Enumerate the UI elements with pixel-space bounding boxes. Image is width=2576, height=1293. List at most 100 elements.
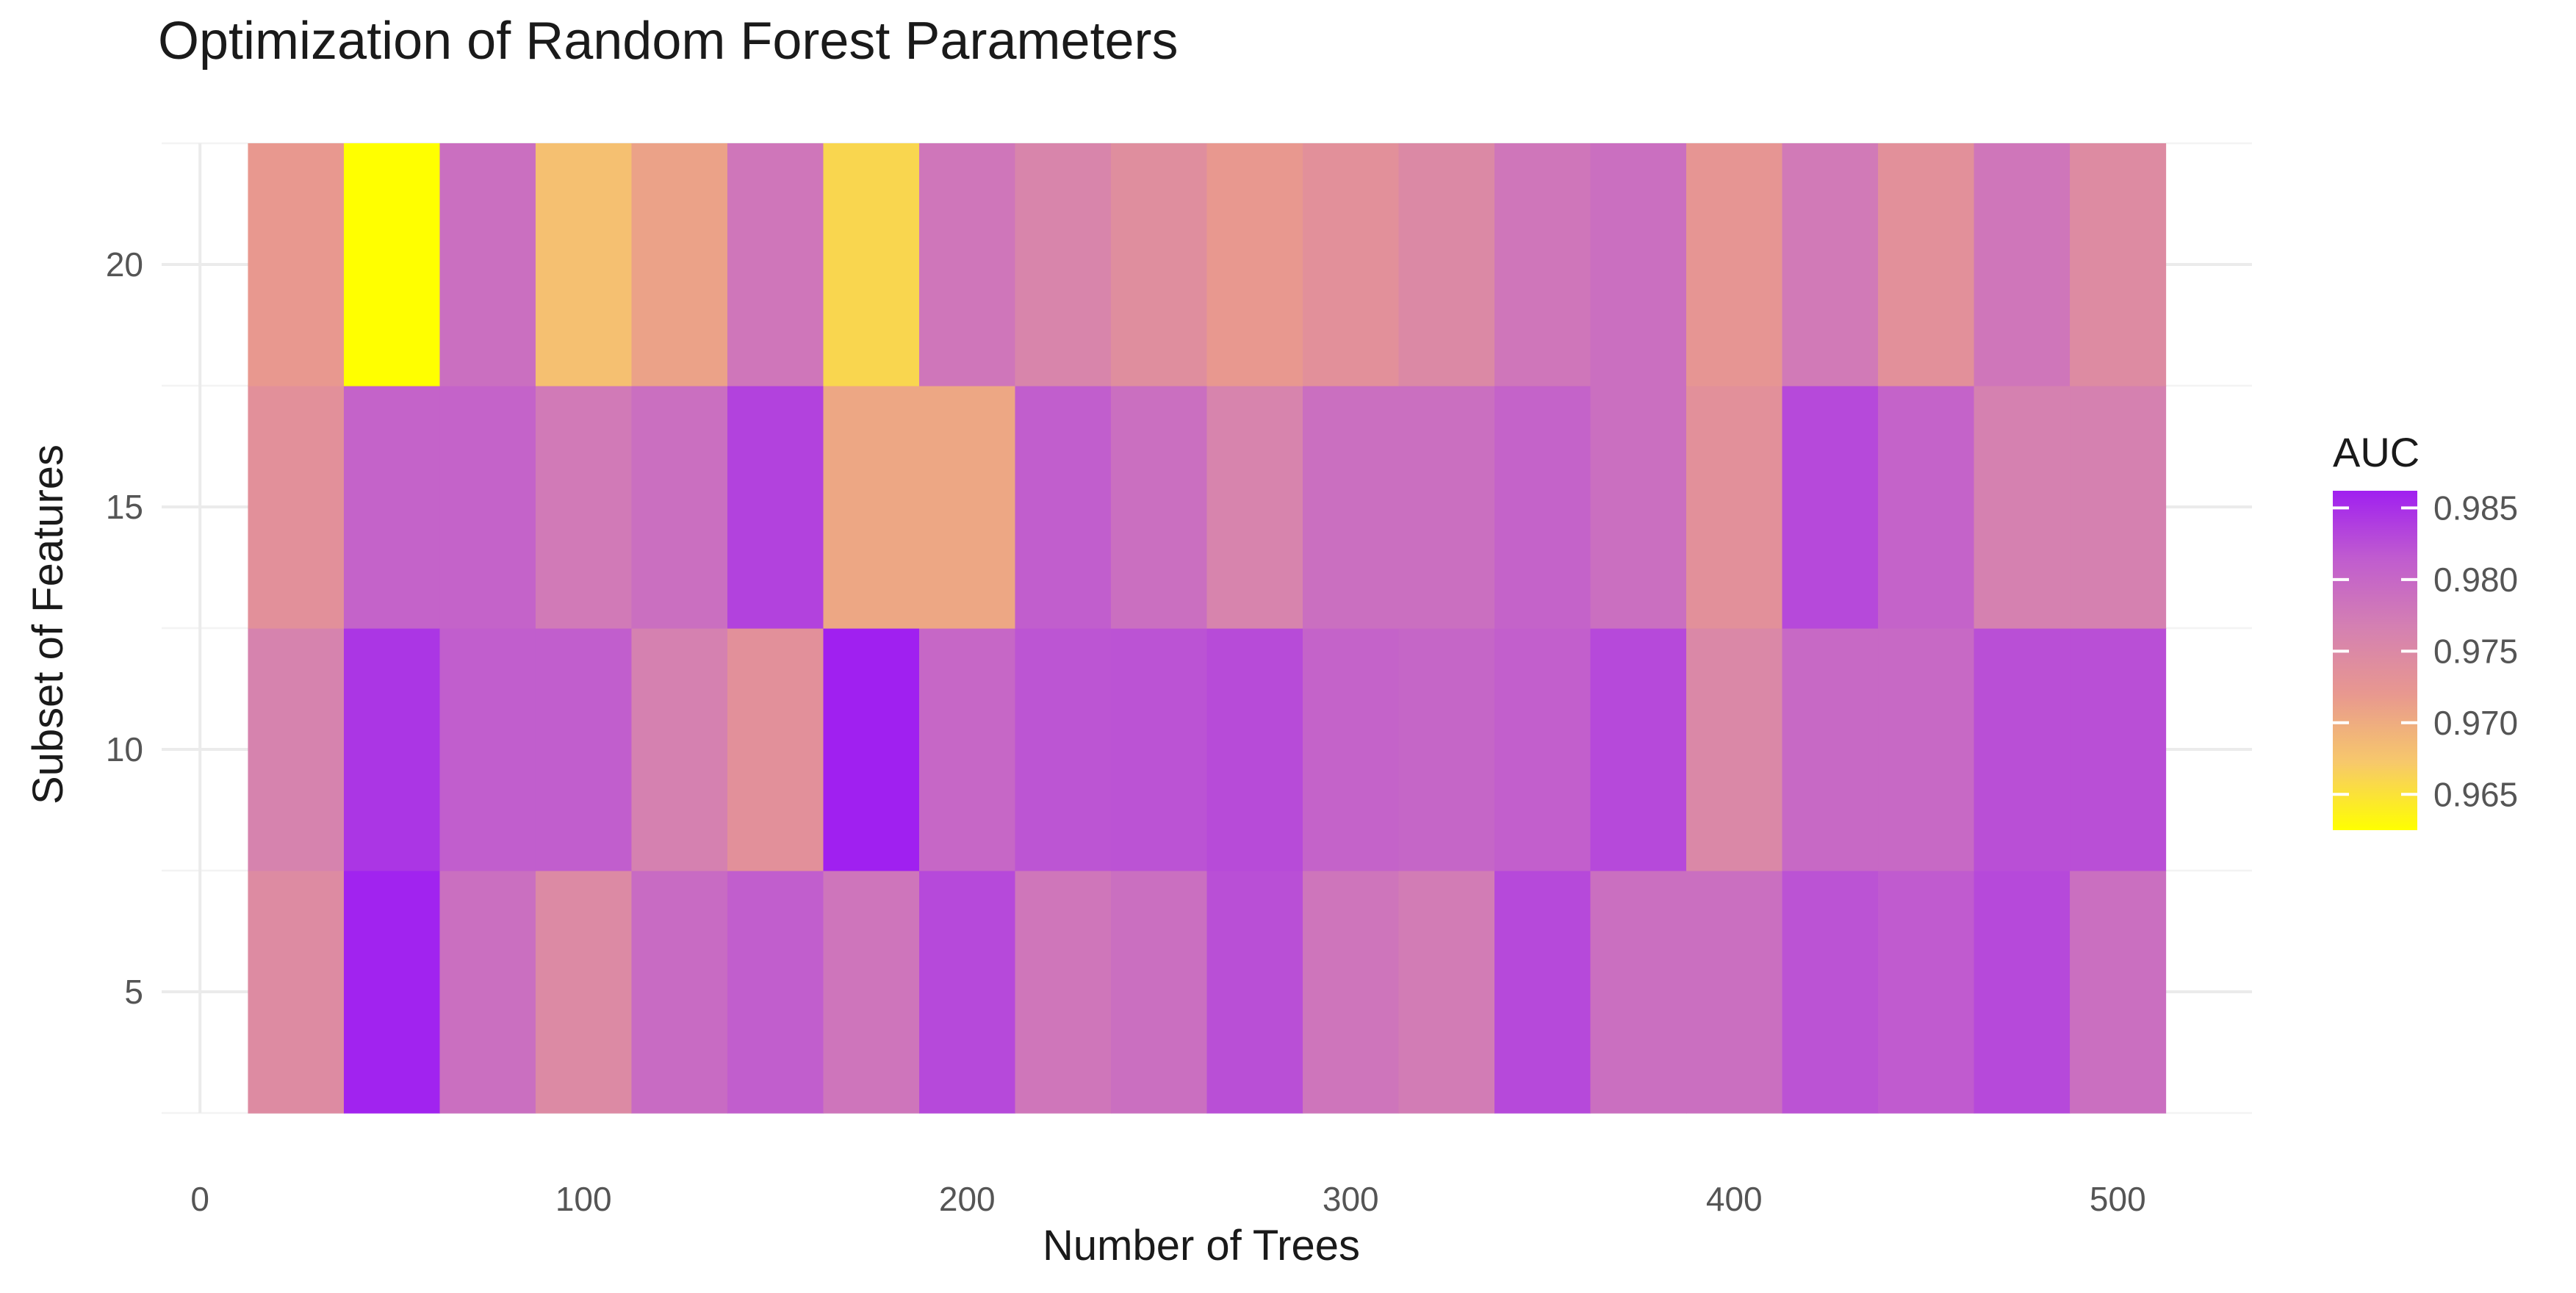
heatmap-tile: [1686, 143, 1783, 386]
heatmap-tile: [1974, 386, 2070, 629]
heatmap-tile: [1015, 871, 1112, 1114]
y-axis-ticks: 5 10 15 20: [106, 245, 143, 1011]
heatmap-tile: [1110, 143, 1208, 386]
heatmap-tile: [631, 871, 728, 1114]
heatmap-tile: [248, 871, 345, 1114]
x-axis-ticks: 0 100 200 300 400 500: [190, 1180, 2145, 1218]
heatmap-tile: [918, 871, 1016, 1114]
legend-ticks: 0.985 0.980 0.975 0.970 0.965: [2333, 489, 2518, 813]
heatmap-tile: [727, 386, 824, 629]
heatmap-tile: [1206, 628, 1303, 871]
heatmap-tile: [1110, 871, 1208, 1114]
heatmap-tile: [1303, 143, 1400, 386]
heatmap-tile: [823, 628, 920, 871]
heatmap-tile: [248, 628, 345, 871]
y-tick-label: 5: [124, 973, 143, 1011]
heatmap-tile: [1686, 628, 1783, 871]
heatmap-tile: [1590, 628, 1687, 871]
heatmap-tile: [823, 143, 920, 386]
heatmap-tile: [1303, 628, 1400, 871]
heatmap-tile: [823, 871, 920, 1114]
heatmap-tile: [1782, 143, 1879, 386]
heatmap-tile: [1206, 143, 1303, 386]
legend-label: 0.980: [2433, 561, 2518, 599]
legend-label: 0.975: [2433, 632, 2518, 670]
heatmap-tile: [439, 386, 536, 629]
heatmap-tile: [1782, 628, 1879, 871]
heatmap-tile: [1398, 871, 1495, 1114]
heatmap-tile: [1303, 386, 1400, 629]
heatmap-tile: [1974, 143, 2070, 386]
heatmap-tile: [1015, 628, 1112, 871]
heatmap-tile: [2070, 386, 2167, 629]
heatmap-tile: [439, 871, 536, 1114]
color-legend: AUC 0.985 0.980 0.975 0.970 0.965: [2333, 429, 2518, 830]
legend-label: 0.965: [2433, 775, 2518, 813]
x-tick-label: 0: [190, 1180, 209, 1218]
heatmap-tile: [1974, 871, 2070, 1114]
y-tick-label: 10: [106, 730, 143, 768]
heatmap-tile: [727, 143, 824, 386]
heatmap-tile: [727, 628, 824, 871]
heatmap-tile: [2070, 143, 2167, 386]
legend-colorbar: [2333, 491, 2417, 830]
legend-label: 0.970: [2433, 704, 2518, 742]
heatmap-tile: [727, 871, 824, 1114]
heatmap-tile: [1878, 143, 1975, 386]
heatmap-tile: [1878, 871, 1975, 1114]
x-tick-label: 200: [939, 1180, 996, 1218]
heatmap-tile: [1494, 871, 1591, 1114]
heatmap-tile: [1110, 386, 1208, 629]
heatmap-tile: [343, 871, 441, 1114]
heatmap-tile: [1398, 143, 1495, 386]
y-tick-label: 20: [106, 245, 143, 284]
heatmap-tile: [1782, 386, 1879, 629]
heatmap-tile: [631, 628, 728, 871]
heatmap-tile: [343, 628, 441, 871]
heatmap-tile: [1494, 386, 1591, 629]
heatmap-tile: [1878, 628, 1975, 871]
heatmap-tile: [1398, 386, 1495, 629]
heatmap-tile: [1590, 143, 1687, 386]
heatmap-tile: [1110, 628, 1208, 871]
x-tick-label: 500: [2090, 1180, 2146, 1218]
y-tick-label: 15: [106, 488, 143, 526]
heatmap-tile: [1686, 871, 1783, 1114]
heatmap-tile: [1590, 386, 1687, 629]
heatmap-tile: [1686, 386, 1783, 629]
heatmap-tile: [535, 871, 633, 1114]
heatmap-tile: [439, 143, 536, 386]
heatmap-tile: [1494, 628, 1591, 871]
heatmap-tile: [1878, 386, 1975, 629]
x-tick-label: 400: [1706, 1180, 1763, 1218]
heatmap-tile: [1206, 386, 1303, 629]
heatmap-tile: [1494, 143, 1591, 386]
heatmap-tile: [535, 143, 633, 386]
legend-title: AUC: [2333, 429, 2420, 475]
heatmap-tile: [1590, 871, 1687, 1114]
heatmap-tile: [631, 386, 728, 629]
heatmap-tile: [535, 628, 633, 871]
x-axis-title: Number of Trees: [1043, 1222, 1360, 1269]
heatmap-tile: [2070, 628, 2167, 871]
heatmap-tile: [1782, 871, 1879, 1114]
heatmap-tile: [248, 143, 345, 386]
heatmap-tile: [1015, 386, 1112, 629]
heatmap-tile: [918, 628, 1016, 871]
legend-label: 0.985: [2433, 489, 2518, 527]
heatmap-tile: [918, 386, 1016, 629]
x-tick-label: 100: [555, 1180, 612, 1218]
heatmap-tile: [1974, 628, 2070, 871]
heatmap-tile: [823, 386, 920, 629]
heatmap-tile: [1398, 628, 1495, 871]
heatmap-tile: [248, 386, 345, 629]
heatmap-tile: [343, 386, 441, 629]
heatmap-tile: [1303, 871, 1400, 1114]
y-axis-title: Subset of Features: [24, 444, 72, 804]
tiles-layer: [248, 143, 2167, 1114]
heatmap-tile: [439, 628, 536, 871]
heatmap-tile: [1206, 871, 1303, 1114]
chart-title: Optimization of Random Forest Parameters: [158, 12, 1179, 71]
heatmap-tile: [918, 143, 1016, 386]
